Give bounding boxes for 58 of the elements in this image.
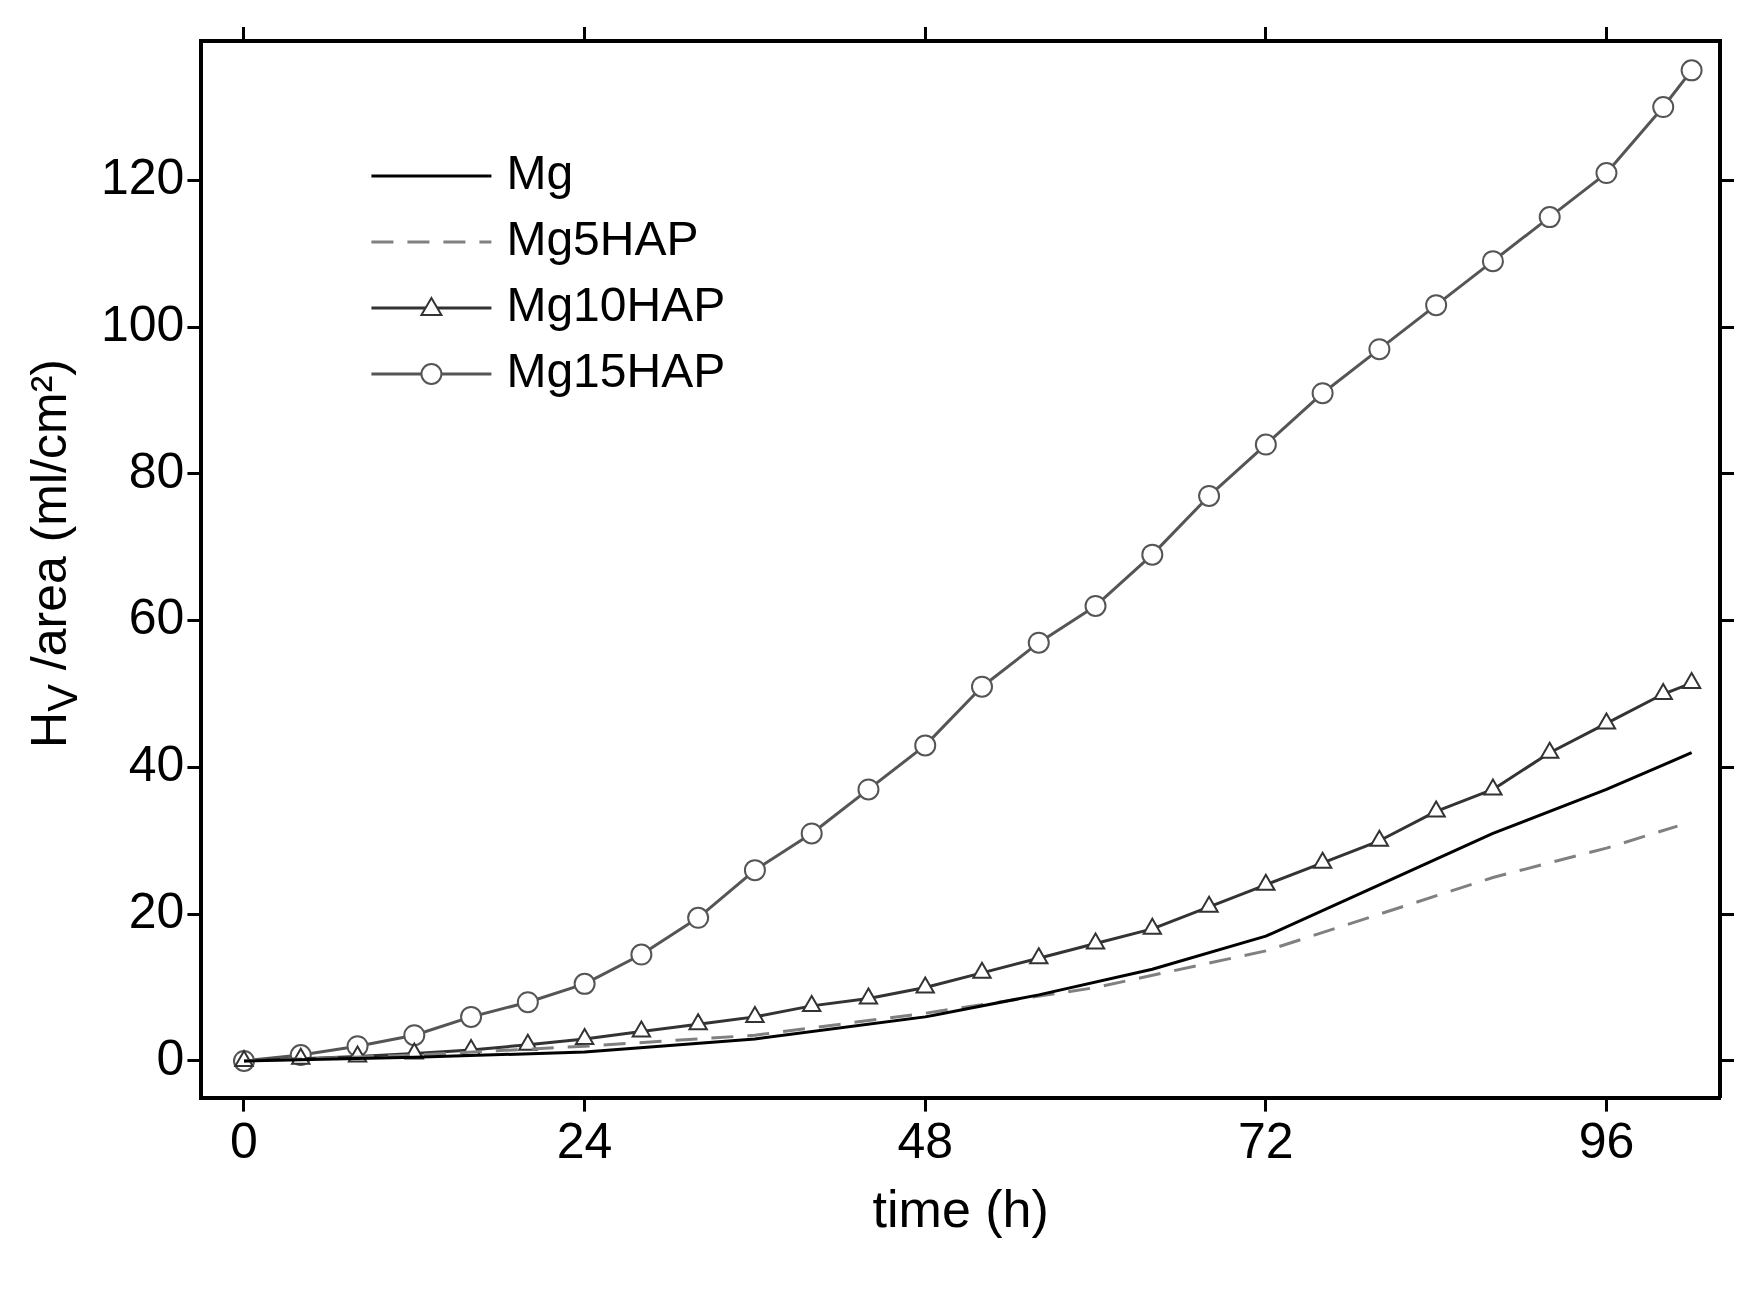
point [1483, 778, 1503, 796]
point [1681, 672, 1702, 690]
x-tick-label: 24 [556, 1113, 613, 1170]
legend-label: Mg15HAP [506, 344, 726, 398]
point [574, 1027, 595, 1045]
x-tick-label: 48 [897, 1113, 954, 1170]
point [1084, 594, 1107, 617]
point [971, 675, 993, 698]
legend-label: Mg5HAP [506, 212, 699, 266]
point [1426, 800, 1446, 818]
point [687, 906, 710, 929]
y-tick-label: 80 [128, 442, 185, 499]
point [1027, 631, 1050, 654]
point [1680, 59, 1703, 82]
x-tick-label: 96 [1578, 1113, 1635, 1170]
point [857, 778, 880, 801]
point [802, 994, 822, 1012]
point [688, 1013, 708, 1031]
point [631, 1020, 652, 1038]
point [1029, 947, 1049, 965]
point [1256, 873, 1276, 891]
point [1653, 683, 1673, 701]
point [1085, 932, 1106, 950]
y-tick-label: 40 [128, 736, 185, 793]
legend-label: Mg [506, 146, 574, 200]
point [573, 972, 596, 995]
point [915, 976, 935, 994]
point [1595, 162, 1618, 185]
point [518, 1033, 538, 1051]
y-tick-label: 60 [128, 589, 185, 646]
point [1538, 206, 1561, 229]
point [858, 987, 879, 1005]
point [1369, 829, 1390, 847]
point [1142, 917, 1162, 935]
y-tick-label: 20 [128, 882, 185, 939]
point [1312, 851, 1333, 869]
point [1368, 338, 1391, 361]
point [1198, 484, 1221, 507]
y-tick-label: 120 [100, 149, 185, 206]
x-axis-title: time (h) [872, 1180, 1049, 1239]
point [972, 961, 992, 979]
point [1481, 250, 1504, 273]
legend-label: Mg10HAP [506, 278, 726, 332]
y-tick-label: 0 [156, 1029, 185, 1086]
point [1425, 294, 1448, 317]
x-tick-label: 0 [230, 1113, 258, 1170]
point [1199, 895, 1219, 913]
point [1311, 382, 1334, 405]
point [1596, 712, 1617, 730]
point [1652, 96, 1675, 119]
point [1141, 543, 1164, 566]
point [1540, 741, 1560, 759]
point [914, 734, 937, 757]
x-tick-label: 72 [1238, 1113, 1294, 1170]
point [745, 1005, 765, 1023]
point [800, 822, 823, 845]
point [1254, 433, 1277, 456]
y-tick-label: 100 [100, 295, 185, 352]
